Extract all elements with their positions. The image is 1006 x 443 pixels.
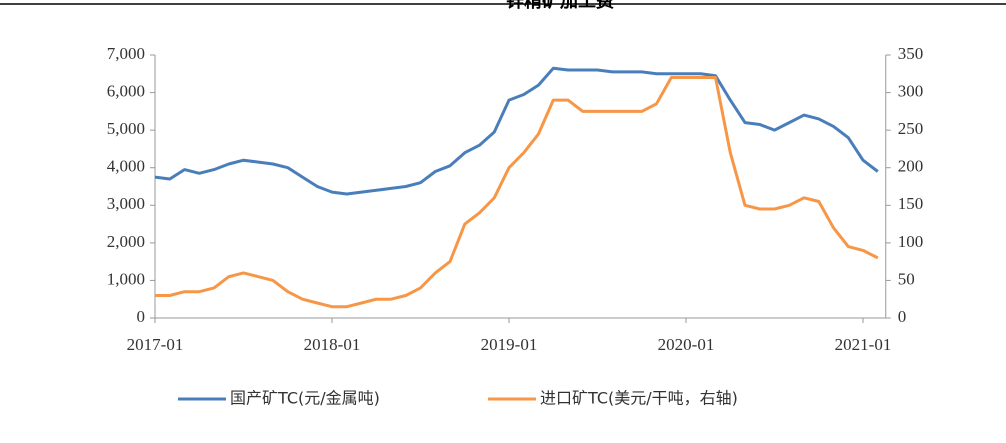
y-tick-label: 0 (137, 307, 146, 326)
y2-tick-label: 100 (898, 232, 924, 251)
x-tick-label: 2019-01 (481, 335, 538, 354)
chart-title: 锌精矿加工费 (506, 0, 614, 12)
series-line (154, 66, 879, 196)
y2-tick-label: 350 (898, 44, 924, 63)
y-tick-label: 5,000 (107, 119, 145, 138)
y-tick-label: 1,000 (107, 269, 145, 288)
y-tick-label: 3,000 (107, 194, 145, 213)
x-tick-label: 2020-01 (658, 335, 715, 354)
series-line (155, 76, 879, 309)
y2-tick-label: 0 (898, 307, 907, 326)
legend-label: 进口矿TC(美元/干吨，右轴) (540, 389, 738, 408)
y-tick-label: 6,000 (107, 81, 145, 100)
y2-tick-label: 50 (898, 269, 915, 288)
y-tick-label: 2,000 (107, 232, 145, 251)
x-tick-label: 2021-01 (835, 335, 892, 354)
y2-tick-label: 300 (898, 81, 924, 100)
x-tick-label: 2018-01 (304, 335, 361, 354)
x-tick-label: 2017-01 (127, 335, 184, 354)
y-tick-label: 4,000 (107, 157, 145, 176)
legend-label: 国产矿TC(元/金属吨) (230, 389, 380, 408)
y2-tick-label: 200 (898, 157, 924, 176)
y2-tick-label: 250 (898, 119, 924, 138)
y2-tick-label: 150 (898, 194, 924, 213)
y-tick-label: 7,000 (107, 44, 145, 63)
